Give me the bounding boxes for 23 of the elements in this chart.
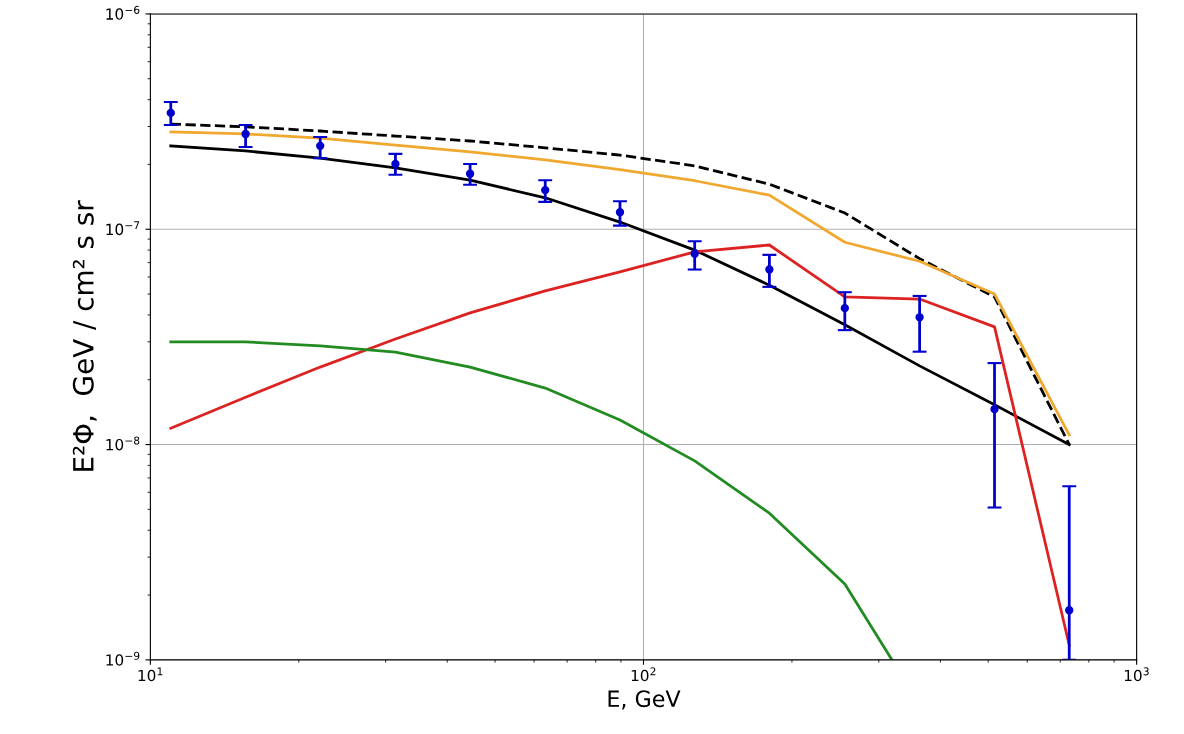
- x-tick-label: 10$^{1}$: [138, 667, 163, 682]
- point: [915, 313, 924, 322]
- y-tick-label: 10$^{−9}$: [106, 651, 140, 666]
- point: [990, 405, 999, 414]
- point: [840, 304, 849, 313]
- point: [166, 108, 175, 118]
- point: [391, 159, 400, 169]
- point: [690, 249, 699, 258]
- line-series: [169, 243, 1071, 647]
- x-tick-label: 10$^{2}$: [631, 667, 656, 682]
- point: [765, 265, 774, 274]
- x-tick-label: 10$^{3}$: [1124, 667, 1149, 682]
- y-axis-title: E²Φ, GeV / cm² s sr: [72, 200, 97, 471]
- point: [465, 169, 475, 178]
- point: [241, 129, 250, 139]
- x-axis-title: E, GeV: [608, 690, 681, 710]
- y-tick-label: 10$^{−8}$: [106, 436, 140, 451]
- y-tick-label: 10$^{−7}$: [106, 221, 140, 236]
- point: [615, 208, 625, 217]
- y-tick-label: 10$^{−6}$: [106, 5, 140, 20]
- point: [316, 141, 325, 151]
- point: [541, 185, 550, 195]
- point: [1065, 606, 1074, 615]
